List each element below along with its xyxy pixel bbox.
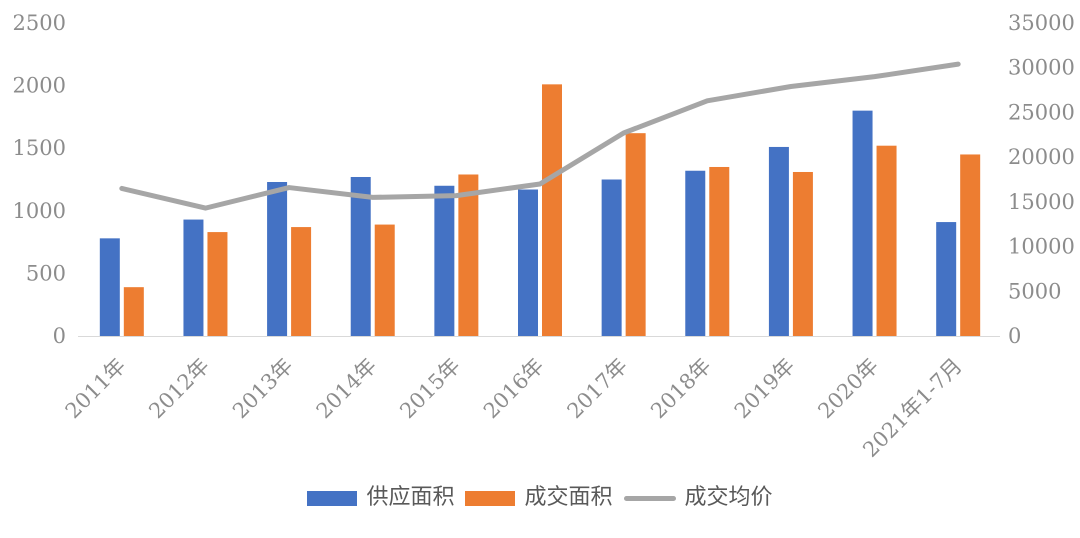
transaction-area-bar: [792, 171, 813, 336]
x-axis-category-label: 2019年: [730, 354, 800, 424]
legend-item-average-price: 成交均价: [623, 485, 773, 510]
x-axis-category-label: 2012年: [144, 354, 214, 424]
average-price-line: [119, 61, 961, 211]
legend: 供应面积 成交面积 成交均价: [0, 487, 1080, 509]
x-axis-category-label: 2015年: [395, 354, 465, 424]
supply-area-bar: [768, 146, 789, 336]
supply-area-bar: [183, 219, 204, 336]
transaction-area-bar: [960, 154, 981, 336]
average-price-line-swatch: [623, 495, 676, 501]
x-axis-category-label: 2011年: [61, 354, 131, 424]
transaction-area-bar: [374, 224, 395, 336]
transaction-area-bar: [291, 227, 312, 336]
supply-area-bar: [852, 110, 873, 336]
transaction-area-bar: [542, 84, 562, 337]
legend-label-average-price: 成交均价: [684, 485, 773, 510]
transaction-area-bar: [207, 232, 228, 336]
right-axis-tick-label: 25000: [1008, 100, 1075, 124]
transaction-area-bar: [123, 287, 144, 336]
transaction-area-swatch: [465, 490, 516, 506]
transaction-area-bar: [876, 145, 897, 336]
legend-item-transaction-area: 成交面积: [465, 485, 613, 510]
right-axis-tick-label: 20000: [1008, 145, 1075, 169]
transaction-area-bar: [458, 174, 479, 336]
legend-item-supply-area: 供应面积: [307, 487, 454, 509]
right-axis-tick-label: 5000: [1008, 279, 1061, 303]
right-axis-tick-label: 30000: [1008, 56, 1075, 80]
left-axis-tick-label: 2500: [13, 11, 66, 35]
supply-area-bar: [601, 179, 622, 336]
left-axis-tick-label: 0: [53, 324, 66, 348]
supply-area-bar: [518, 189, 538, 336]
x-axis-category-label: 2020年: [813, 354, 883, 424]
left-axis-tick-label: 1500: [13, 136, 66, 160]
left-axis-tick-label: 1000: [13, 199, 66, 223]
left-axis-tick-label: 500: [26, 261, 66, 285]
supply-area-bar: [434, 185, 455, 336]
x-axis-category-label: 2018年: [646, 354, 716, 424]
transaction-area-bar: [625, 133, 646, 336]
legend-label-supply-area: 供应面积: [366, 485, 455, 510]
x-axis-category-label: 2013年: [228, 354, 298, 424]
right-axis-tick-label: 10000: [1008, 235, 1075, 259]
supply-area-swatch: [307, 490, 358, 506]
right-axis-tick-label: 35000: [1008, 11, 1075, 35]
right-axis-tick-label: 0: [1008, 324, 1021, 348]
left-axis-tick-label: 2000: [13, 74, 66, 98]
x-axis-category-label: 2016年: [479, 354, 549, 424]
supply-area-bar: [99, 238, 120, 336]
transaction-area-bar: [709, 166, 730, 336]
legend-label-transaction-area: 成交面积: [524, 485, 613, 510]
supply-area-bar: [350, 176, 371, 336]
x-axis-category-label: 2017年: [563, 354, 633, 424]
supply-area-bar: [685, 170, 706, 336]
x-axis-category-label: 2014年: [312, 354, 382, 424]
supply-area-bar: [936, 222, 957, 336]
supply-area-bar: [267, 182, 288, 336]
right-axis-tick-label: 15000: [1008, 190, 1075, 214]
